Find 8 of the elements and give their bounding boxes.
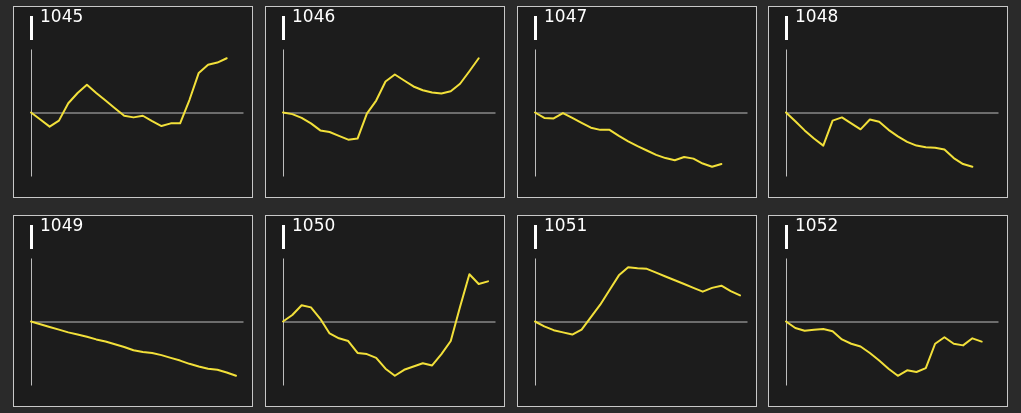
chart-title: 1048: [795, 6, 839, 26]
chart-title: 1046: [292, 6, 336, 26]
chart-title: 1045: [40, 6, 84, 26]
chart-title: 1050: [292, 215, 336, 235]
chart-title: 1051: [544, 215, 588, 235]
chart-title: 1049: [40, 215, 84, 235]
chart-title: 1052: [795, 215, 839, 235]
chart-title: 1047: [544, 6, 588, 26]
